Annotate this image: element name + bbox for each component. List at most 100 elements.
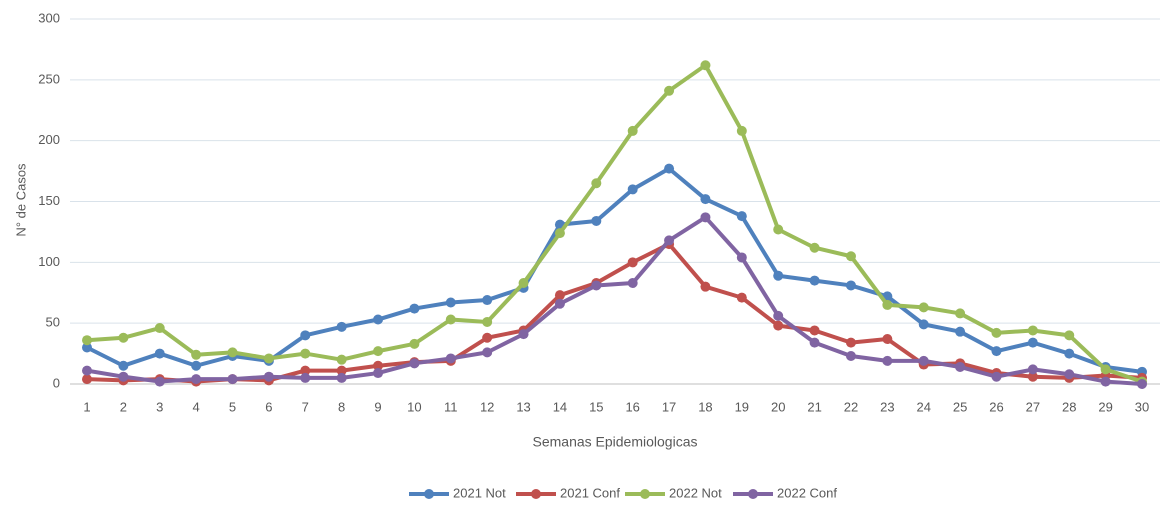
legend-label: 2021 Conf — [560, 485, 620, 500]
x-tick-label: 19 — [735, 399, 749, 414]
data-point — [154, 323, 165, 334]
data-point — [591, 178, 602, 189]
legend-label: 2021 Not — [453, 485, 506, 500]
data-point — [955, 326, 966, 337]
data-point — [154, 348, 165, 359]
data-point — [1027, 364, 1038, 375]
data-point — [1100, 364, 1111, 375]
y-tick-label: 250 — [38, 71, 60, 86]
data-point — [82, 365, 92, 376]
x-tick-label: 13 — [516, 399, 530, 414]
series-line — [86, 166, 1143, 374]
data-point — [263, 353, 274, 364]
x-tick-label: 30 — [1135, 399, 1149, 414]
data-point — [736, 211, 747, 222]
y-tick-label: 50 — [46, 315, 60, 330]
data-point — [627, 257, 638, 268]
data-point — [82, 342, 92, 353]
legend-label: 2022 Not — [669, 485, 722, 500]
x-tick-label: 1 — [83, 399, 90, 414]
x-tick-label: 25 — [953, 399, 967, 414]
data-point — [300, 348, 311, 359]
data-point — [664, 163, 675, 174]
data-point — [1064, 369, 1075, 380]
data-point — [664, 85, 675, 96]
x-tick-label: 12 — [480, 399, 494, 414]
data-point — [409, 303, 420, 314]
data-point — [227, 347, 238, 358]
x-tick-label: 23 — [880, 399, 894, 414]
x-tick-label: 14 — [553, 399, 567, 414]
data-point — [482, 332, 493, 343]
data-point — [845, 337, 856, 348]
y-tick-label: 0 — [53, 375, 60, 390]
data-point — [991, 346, 1002, 357]
x-tick-label: 15 — [589, 399, 603, 414]
data-point — [300, 372, 311, 383]
data-point — [1100, 376, 1111, 387]
data-point — [227, 374, 238, 385]
data-point — [300, 330, 311, 341]
y-tick-label: 300 — [38, 10, 60, 25]
data-point — [263, 371, 274, 382]
data-point — [409, 338, 420, 349]
series-line — [86, 63, 1143, 384]
data-point — [82, 335, 92, 346]
x-tick-label: 11 — [444, 399, 458, 414]
data-point — [664, 235, 675, 246]
data-point — [591, 215, 602, 226]
data-point — [445, 353, 456, 364]
data-point — [191, 349, 202, 360]
data-point — [409, 358, 420, 369]
data-point — [627, 184, 638, 195]
y-tick-label: 100 — [38, 254, 60, 269]
data-point — [373, 368, 384, 379]
data-point — [118, 371, 129, 382]
data-point — [955, 308, 966, 319]
data-point — [336, 365, 347, 376]
data-point — [809, 325, 820, 336]
x-tick-label: 24 — [916, 399, 930, 414]
data-point — [1137, 379, 1147, 389]
legend-marker — [640, 489, 650, 499]
data-point — [336, 354, 347, 365]
x-tick-label: 4 — [193, 399, 200, 414]
data-point — [809, 242, 820, 253]
data-point — [736, 252, 747, 263]
data-point — [991, 371, 1002, 382]
y-axis-title: N° de Casos — [13, 163, 28, 237]
data-point — [1064, 348, 1075, 359]
x-tick-label: 5 — [229, 399, 236, 414]
x-axis-title: Semanas Epidemiologicas — [533, 434, 698, 450]
data-point — [373, 314, 384, 325]
x-tick-label: 18 — [698, 399, 712, 414]
data-point — [336, 372, 347, 383]
x-tick-label: 10 — [407, 399, 421, 414]
data-point — [845, 280, 856, 291]
data-point — [955, 361, 966, 372]
data-point — [773, 224, 784, 235]
data-point — [736, 292, 747, 303]
x-tick-label: 7 — [302, 399, 309, 414]
x-tick-label: 22 — [844, 399, 858, 414]
data-point — [700, 212, 711, 223]
data-point — [882, 355, 893, 366]
data-point — [300, 365, 311, 376]
data-point — [627, 278, 638, 289]
x-tick-label: 9 — [374, 399, 381, 414]
data-point — [336, 321, 347, 332]
x-tick-label: 3 — [156, 399, 163, 414]
data-point — [773, 320, 784, 331]
data-point — [482, 347, 493, 358]
data-point — [118, 332, 129, 343]
data-point — [591, 280, 602, 291]
data-point — [845, 251, 856, 262]
x-tick-label: 21 — [807, 399, 821, 414]
data-point — [482, 295, 493, 306]
data-point — [518, 278, 529, 289]
legend-marker — [531, 489, 541, 499]
data-point — [918, 302, 929, 313]
data-point — [482, 316, 493, 327]
data-point — [82, 374, 92, 385]
y-tick-label: 200 — [38, 132, 60, 147]
